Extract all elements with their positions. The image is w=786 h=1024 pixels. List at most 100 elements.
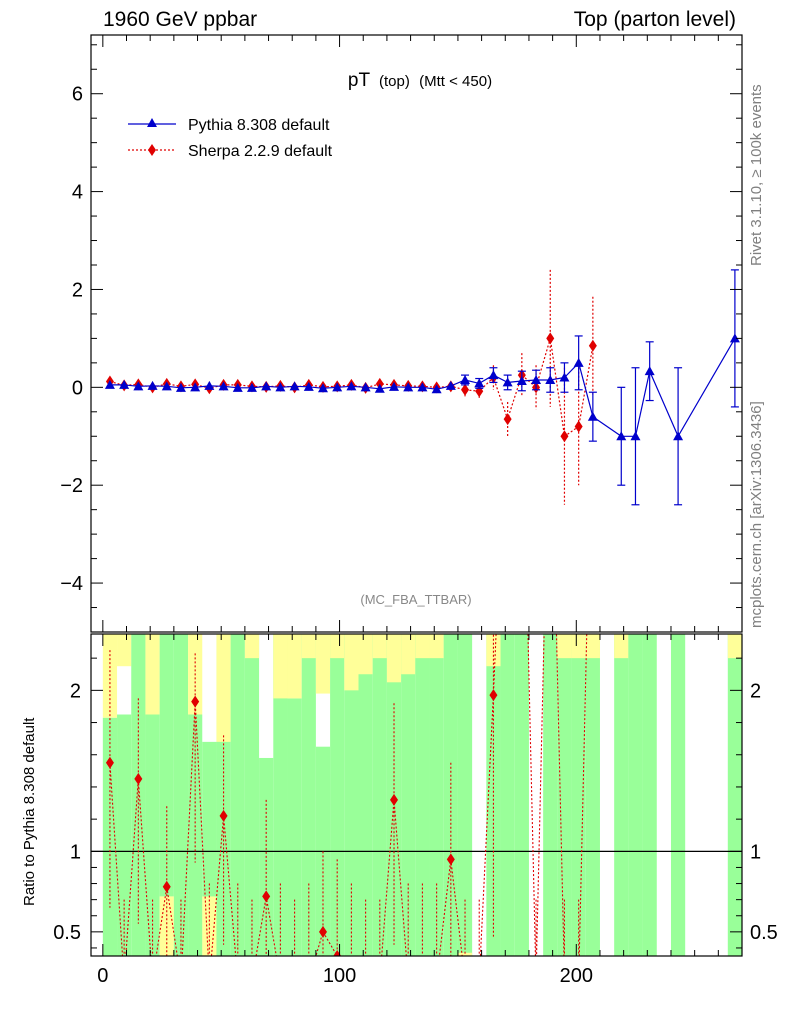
analysis-watermark: (MC_FBA_TTBAR): [360, 592, 471, 607]
ratio-band-green: [614, 634, 629, 956]
pythia-point: [644, 366, 655, 376]
pythia-point: [289, 381, 300, 391]
main-ytick-label: 6: [72, 84, 83, 106]
pythia-point: [204, 380, 215, 390]
ratio-band-green: [514, 634, 529, 956]
pythia-point: [374, 383, 385, 393]
collision-energy-label: 1960 GeV ppbar: [103, 8, 258, 31]
pythia-point: [431, 384, 442, 394]
ratio-band-yellow: [429, 634, 444, 659]
ratio-band-green: [585, 634, 600, 956]
ratio-band-green: [173, 634, 189, 956]
title-main: pT: [348, 70, 371, 91]
ratio-point: [262, 890, 271, 903]
main-ytick-label: 0: [72, 377, 83, 399]
pythia-point: [246, 382, 257, 392]
pythia-point: [119, 379, 130, 389]
sherpa-point: [546, 332, 555, 345]
pythia-point: [460, 374, 471, 384]
ratio-band-green: [628, 634, 643, 956]
xtick-label: 100: [323, 965, 356, 987]
ratio-band-green: [244, 634, 260, 956]
sherpa-point: [461, 383, 470, 396]
ratio-band-green: [727, 634, 742, 956]
pythia-point: [417, 382, 428, 392]
main-title: pT (top) (Mtt < 450): [348, 70, 492, 91]
sherpa-point: [560, 430, 569, 443]
ratio-band-green: [557, 634, 572, 956]
ratio-point: [134, 772, 143, 785]
ratio-band-green: [344, 634, 359, 956]
pythia-point: [630, 431, 641, 441]
ratio-band-green: [429, 634, 444, 956]
title-sub: (top): [379, 73, 410, 90]
main-ytick-label: −4: [60, 573, 83, 595]
ratio-band-green: [571, 634, 586, 956]
pythia-point: [403, 382, 414, 392]
ratio-point: [162, 880, 171, 893]
main-plot-frame: [90, 34, 743, 633]
pythia-point: [360, 382, 371, 392]
ratio-band-yellow: [415, 634, 430, 659]
ratio-band-yellow: [727, 634, 742, 659]
pythia-point: [190, 382, 201, 392]
legend-sherpa-marker: [148, 144, 156, 156]
pythia-point: [161, 381, 172, 391]
pythia-point: [133, 381, 144, 391]
process-label: Top (parton level): [573, 8, 736, 31]
ratio-band-yellow: [457, 952, 473, 956]
ratio-point: [489, 689, 498, 702]
ratio-band-yellow: [273, 634, 288, 699]
ratio-band-green: [642, 634, 657, 956]
sherpa-point: [503, 413, 512, 426]
ratio-point: [318, 925, 327, 938]
main-ytick-label: 2: [72, 279, 83, 301]
ratio-ytick-label-right: 1: [750, 841, 761, 863]
pythia-point: [175, 382, 186, 392]
ratio-band-yellow: [358, 634, 373, 675]
ratio-band-yellow: [301, 634, 316, 659]
pythia-point: [488, 370, 499, 380]
sherpa-point: [588, 339, 597, 352]
title-cut: (Mtt < 450): [419, 73, 492, 90]
ratio-band-green: [330, 634, 345, 956]
ratio-plot-frame: [90, 633, 743, 957]
ratio-band-yellow: [486, 634, 501, 667]
series-line-triangle: [109, 338, 736, 438]
pythia-point: [232, 382, 243, 392]
legend-pythia-marker: [147, 118, 157, 127]
ratio-band-green: [372, 634, 387, 956]
ratio-band-green: [159, 634, 174, 897]
legend: Pythia 8.308 default Sherpa 2.2.9 defaul…: [128, 117, 333, 160]
pythia-point: [587, 411, 598, 421]
ratio-band-yellow: [344, 634, 359, 691]
ratio-point: [390, 793, 399, 806]
ratio-point: [191, 695, 200, 708]
ratio-band-yellow: [145, 634, 160, 715]
ratio-band-green: [301, 634, 316, 956]
pythia-point: [261, 381, 272, 391]
pythia-point: [317, 383, 328, 393]
pythia-point: [346, 381, 357, 391]
pythia-point: [545, 374, 556, 384]
pythia-point: [389, 381, 400, 391]
pythia-point: [673, 431, 684, 441]
ratio-band-green: [415, 634, 430, 956]
pythia-point: [218, 381, 229, 391]
ratio-band-yellow: [315, 634, 331, 694]
legend-pythia-label: Pythia 8.308 default: [188, 117, 330, 134]
main-ytick-label: 4: [72, 182, 83, 204]
ratio-band-yellow: [571, 634, 586, 659]
ratio-band-yellow: [202, 896, 217, 956]
pythia-point: [616, 431, 627, 441]
ratio-band-green: [230, 634, 245, 956]
pythia-point: [573, 357, 584, 367]
ratio-band-green: [117, 714, 132, 956]
ratio-ytick-label: 0.5: [53, 922, 81, 944]
ratio-band-yellow: [372, 634, 387, 659]
ratio-band-green: [287, 698, 302, 956]
ratio-band-green: [457, 634, 473, 956]
ratio-band-green: [102, 717, 118, 956]
ratio-point: [219, 809, 228, 822]
